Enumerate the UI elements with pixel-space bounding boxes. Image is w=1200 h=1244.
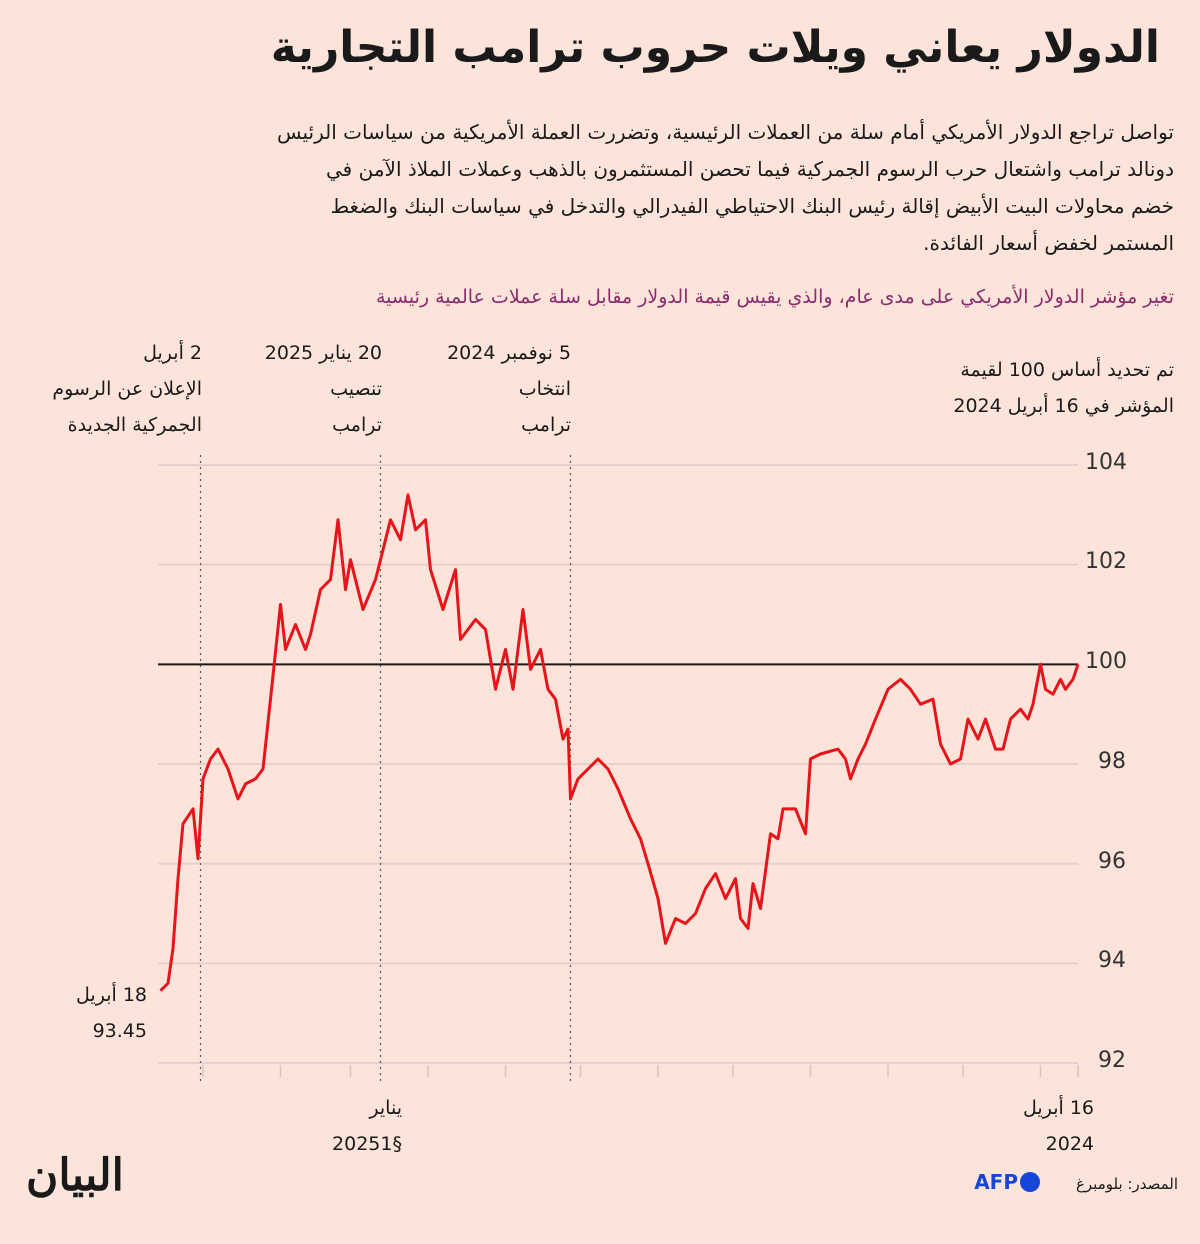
event-date: 5 نوفمبر 2024 — [447, 342, 571, 364]
y-tick-label: 102 — [1085, 549, 1127, 574]
dollar-index-line — [159, 493, 1080, 992]
y-tick-label: 98 — [1098, 749, 1126, 774]
base-note-line: تم تحديد أساس 100 لقيمة — [960, 359, 1174, 381]
y-tick-label: 92 — [1098, 1048, 1126, 1073]
event-label-inauguration: 20 يناير 2025 تنصيب ترامب — [265, 335, 382, 443]
x-label-line: 2024 — [1045, 1133, 1094, 1155]
publisher-logo: البيان — [26, 1150, 124, 1201]
end-value: 93.45 — [92, 1020, 147, 1042]
x-label-line: §20251 — [332, 1133, 402, 1155]
event-date: 20 يناير 2025 — [264, 342, 382, 364]
event-text: الإعلان عن الرسوم — [52, 378, 202, 400]
y-tick-label: 100 — [1085, 649, 1127, 674]
intro-line: خضم محاولات البيت الأبيض إقالة رئيس البن… — [330, 194, 1174, 218]
event-text: ترامب — [332, 414, 382, 436]
afp-logo: AFP — [974, 1170, 1040, 1194]
x-label-january-2025: يناير §20251 — [332, 1090, 402, 1162]
page-title: الدولار يعاني ويلات حروب ترامب التجارية — [270, 22, 1160, 73]
y-tick-label: 94 — [1098, 948, 1126, 973]
afp-logo-text: AFP — [974, 1170, 1018, 1194]
event-label-election: 5 نوفمبر 2024 انتخاب ترامب — [447, 335, 571, 443]
afp-dot-icon — [1020, 1172, 1040, 1192]
event-text: ترامب — [521, 414, 571, 436]
base-note-line: المؤشر في 16 أبريل 2024 — [953, 395, 1174, 417]
intro-line: تواصل تراجع الدولار الأمريكي أمام سلة من… — [276, 120, 1174, 144]
event-date: 2 أبريل — [143, 342, 202, 364]
intro-line: المستمر لخفض أسعار الفائدة. — [923, 231, 1174, 255]
event-label-tariffs: 2 أبريل الإعلان عن الرسوم الجمركية الجدي… — [52, 335, 202, 443]
event-text: تنصيب — [330, 378, 382, 400]
chart-subtitle: تغير مؤشر الدولار الأمريكي على مدى عام، … — [375, 286, 1174, 308]
x-label-april-2024: 16 أبريل 2024 — [1023, 1090, 1094, 1162]
end-date: 18 أبريل — [76, 984, 147, 1006]
y-tick-label: 96 — [1098, 849, 1126, 874]
intro-line: دونالد ترامب واشتعال حرب الرسوم الجمركية… — [326, 157, 1174, 181]
event-text: الجمركية الجديدة — [67, 414, 202, 436]
x-label-line: 16 أبريل — [1023, 1097, 1094, 1119]
source-note: المصدر: بلومبرغ — [1075, 1175, 1178, 1193]
y-tick-label: 104 — [1085, 450, 1127, 475]
x-label-line: يناير — [369, 1097, 402, 1119]
base-note: تم تحديد أساس 100 لقيمة المؤشر في 16 أبر… — [953, 352, 1174, 424]
end-label: 18 أبريل 93.45 — [76, 977, 147, 1049]
event-text: انتخاب — [518, 378, 571, 400]
